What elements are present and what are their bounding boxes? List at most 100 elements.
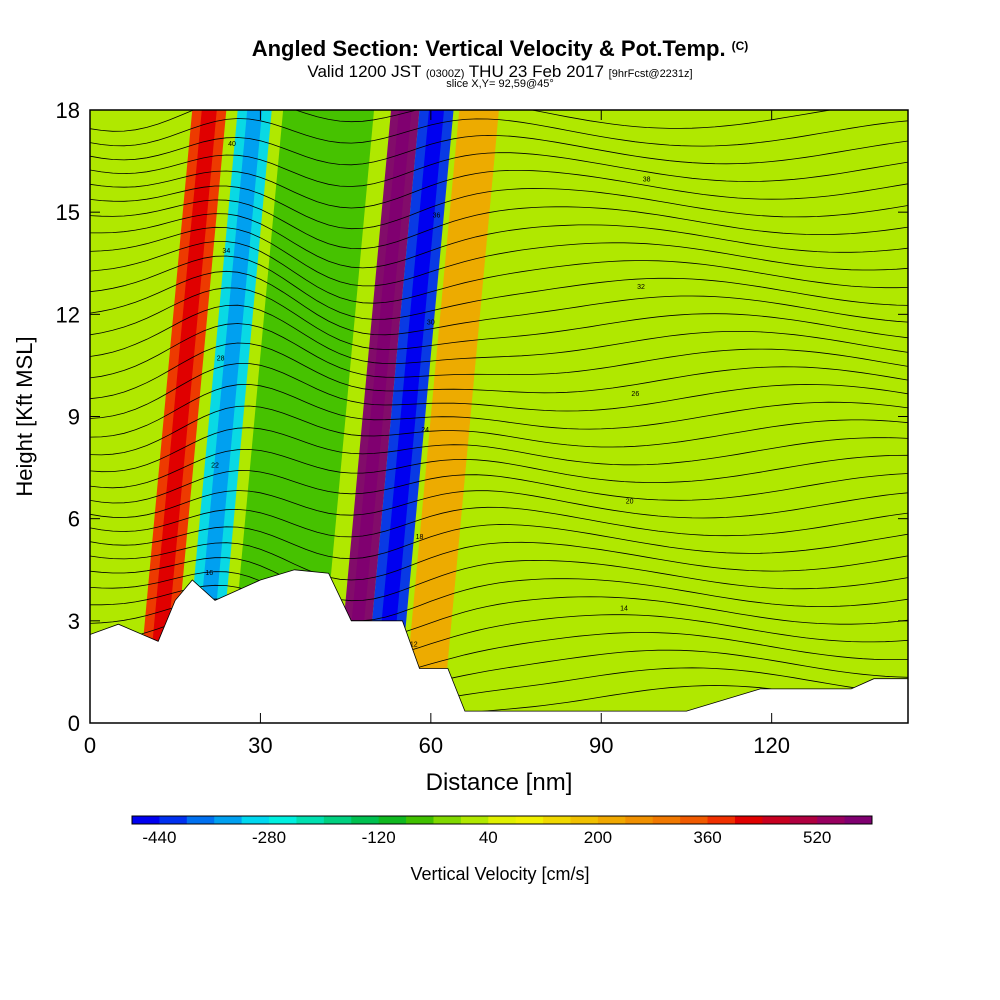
isentrope-19 — [90, 323, 908, 379]
chart-subtitle: Valid 1200 JST (0300Z) THU 23 Feb 2017 [… — [0, 62, 1000, 82]
colorbar-swatch — [543, 816, 572, 824]
terrain — [90, 569, 908, 723]
colorbar-tick-label: 200 — [584, 828, 612, 847]
colorbar-swatch — [844, 816, 873, 824]
colorbar-swatch — [159, 816, 188, 824]
isentrope-25 — [90, 226, 908, 287]
isentrope-22 — [90, 270, 908, 336]
contour-label: 30 — [427, 320, 435, 327]
contour-label: 20 — [626, 498, 634, 505]
title-unit: (C) — [731, 39, 749, 53]
colorbar-swatch — [817, 816, 846, 824]
velocity-band-6 — [442, 110, 908, 723]
colorbar-swatch — [132, 816, 160, 824]
contour-label: 38 — [643, 177, 651, 184]
colorbar-swatch — [789, 816, 818, 824]
valid-utc: (0300Z) — [425, 68, 465, 80]
colorbar-tick-label: -440 — [142, 828, 176, 847]
colorbar-swatch — [406, 816, 434, 824]
colorbar-swatch — [652, 816, 681, 824]
isentrope-13 — [90, 448, 908, 489]
colorbar-swatch — [296, 816, 325, 824]
y-tick-label: 15 — [56, 200, 80, 225]
colorbar-tick-label: -280 — [252, 828, 286, 847]
colorbar-swatch — [762, 816, 791, 824]
colorbar-swatch — [460, 816, 489, 824]
isentrope-10 — [90, 506, 908, 538]
valid-date: THU 23 Feb 2017 — [468, 62, 604, 81]
colorbar-tick-label: 40 — [479, 828, 498, 847]
x-tick-label: 0 — [84, 733, 96, 758]
colorbar-swatch — [707, 816, 736, 824]
velocity-core-4 — [372, 110, 445, 723]
y-tick-label: 9 — [68, 405, 80, 430]
isentrope-11 — [90, 490, 908, 519]
slice-info: slice X,Y= 92,59@45° — [446, 78, 554, 90]
isentrope-9 — [90, 524, 908, 560]
isentrope-17 — [90, 363, 908, 419]
colorbar-label: Vertical Velocity [cm/s] — [410, 864, 589, 884]
forecast-info: [9hrFcst@2231z] — [608, 68, 693, 80]
isentrope-6 — [90, 571, 908, 622]
isentrope-29 — [90, 170, 908, 209]
colorbar-swatch — [488, 816, 517, 824]
contour-label: 34 — [222, 248, 230, 255]
velocity-core-1 — [190, 110, 263, 723]
isentrope-23 — [90, 255, 908, 320]
isentrope-18 — [90, 342, 908, 400]
isentrope-30 — [90, 152, 908, 187]
isentrope-31 — [90, 134, 908, 166]
colorbar-swatch — [597, 816, 626, 824]
isentrope-20 — [90, 304, 908, 364]
colorbar-swatch — [515, 816, 544, 824]
x-tick-label: 120 — [753, 733, 790, 758]
contour-label: 14 — [620, 606, 628, 613]
contour-label: 26 — [631, 391, 639, 398]
colorbar-swatch — [186, 816, 215, 824]
contour-label: 24 — [421, 427, 429, 434]
colorbar-swatch — [269, 816, 297, 824]
y-tick-label: 3 — [68, 609, 80, 634]
colorbar-frame — [131, 815, 873, 825]
isentrope-5 — [90, 584, 908, 641]
y-tick-label: 12 — [56, 302, 80, 327]
colorbar-tick-label: -120 — [362, 828, 396, 847]
colorbar-swatch — [214, 816, 243, 824]
valid-prefix: Valid 1200 JST — [307, 62, 422, 81]
y-tick-label: 0 — [68, 711, 80, 736]
isentrope-12 — [90, 470, 908, 504]
isentrope-7 — [90, 557, 908, 602]
x-tick-label: 30 — [248, 733, 272, 758]
isentrope-24 — [90, 241, 908, 304]
contour-label: 16 — [205, 570, 213, 577]
isentrope-16 — [90, 383, 908, 438]
isentrope-15 — [90, 405, 908, 456]
colorbar-swatch — [570, 816, 599, 824]
x-tick-label: 60 — [419, 733, 443, 758]
x-axis-label: Distance [nm] — [426, 769, 573, 796]
colorbar-swatch — [323, 816, 352, 824]
isentrope-14 — [90, 427, 908, 473]
chart-title: Angled Section: Vertical Velocity & Pot.… — [0, 36, 1000, 62]
velocity-core-0 — [144, 110, 217, 723]
contour-label: 18 — [416, 534, 424, 541]
colorbar-swatch — [625, 816, 654, 824]
y-tick-label: 18 — [56, 98, 80, 123]
contour-label: 22 — [211, 463, 219, 470]
y-axis-label: Height [Kft MSL] — [12, 336, 37, 496]
isentrope-27 — [90, 199, 908, 250]
isentrope-28 — [90, 185, 908, 230]
colorbar-tick-label: 520 — [803, 828, 831, 847]
y-tick-label: 6 — [68, 507, 80, 532]
contour-label: 40 — [228, 141, 236, 148]
velocity-band-2 — [226, 110, 375, 723]
colorbar-swatch — [734, 816, 763, 824]
isentrope-8 — [90, 541, 908, 581]
colorbar-swatch — [241, 816, 270, 824]
colorbar-swatch — [351, 816, 380, 824]
isentrope-21 — [90, 287, 908, 350]
contour-label: 12 — [410, 641, 418, 648]
isentrope-32 — [90, 118, 908, 147]
title-main: Angled Section: Vertical Velocity & Pot.… — [251, 36, 726, 61]
